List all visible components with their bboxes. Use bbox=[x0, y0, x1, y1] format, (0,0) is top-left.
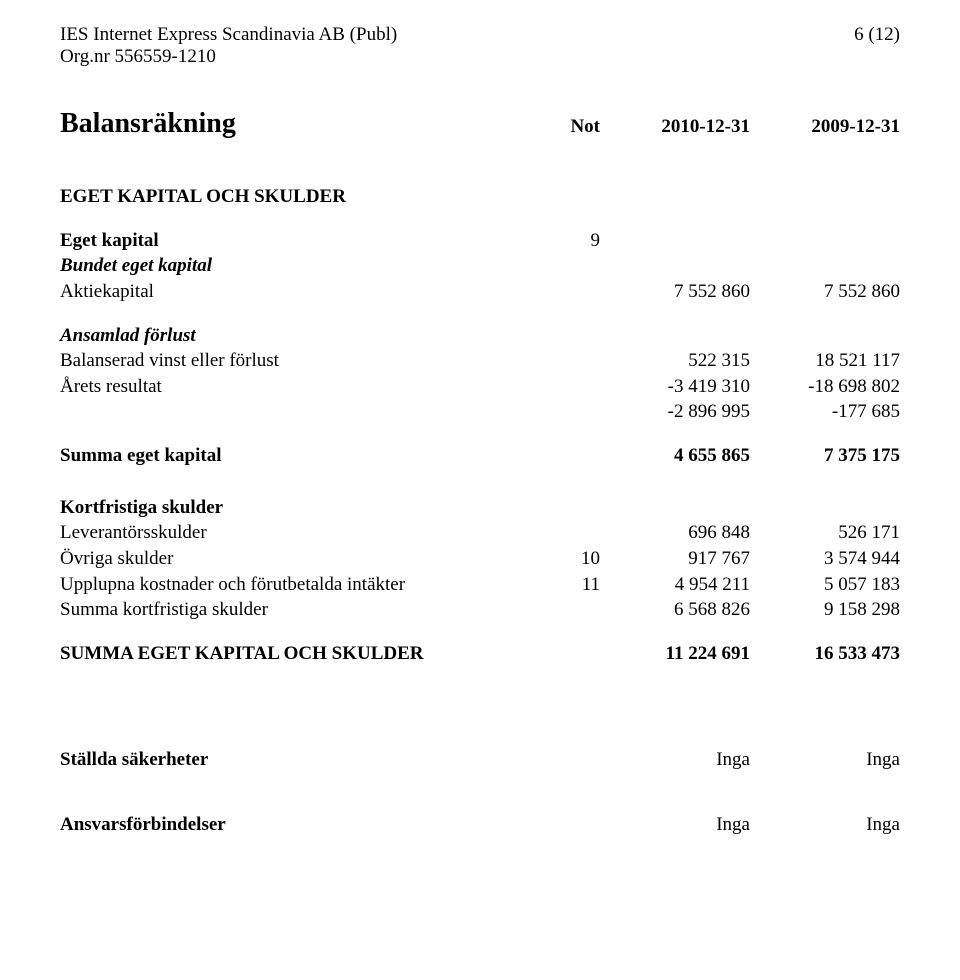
aktiekapital-row: Aktiekapital 7 552 860 7 552 860 bbox=[60, 279, 900, 305]
arets-v1: -3 419 310 bbox=[600, 374, 750, 400]
balanserad-row: Balanserad vinst eller förlust 522 315 1… bbox=[60, 348, 900, 374]
upplupna-v1: 4 954 211 bbox=[600, 572, 750, 598]
ansvar-v1: Inga bbox=[600, 812, 750, 838]
aktiekapital-v1: 7 552 860 bbox=[600, 279, 750, 305]
arets-label: Årets resultat bbox=[60, 374, 540, 400]
bundet-eget-kapital-heading: Bundet eget kapital bbox=[60, 253, 900, 279]
eget-kapital-heading-row: Eget kapital 9 bbox=[60, 228, 900, 254]
leverantor-row: Leverantörsskulder 696 848 526 171 bbox=[60, 520, 900, 546]
summa-skulder-row: SUMMA EGET KAPITAL OCH SKULDER 11 224 69… bbox=[60, 641, 900, 667]
summa-skulder-label: SUMMA EGET KAPITAL OCH SKULDER bbox=[60, 641, 540, 667]
leverantor-v2: 526 171 bbox=[750, 520, 900, 546]
kortfristiga-heading: Kortfristiga skulder bbox=[60, 495, 900, 521]
col-header-date1: 2010-12-31 bbox=[600, 116, 750, 138]
summa-kortfristiga-label: Summa kortfristiga skulder bbox=[60, 597, 540, 623]
page-number: 6 (12) bbox=[854, 24, 900, 46]
upplupna-label: Upplupna kostnader och förutbetalda intä… bbox=[60, 572, 540, 598]
balanserad-v1: 522 315 bbox=[600, 348, 750, 374]
page-header: IES Internet Express Scandinavia AB (Pub… bbox=[60, 24, 900, 68]
kortfristiga-heading-label: Kortfristiga skulder bbox=[60, 495, 900, 521]
ovriga-label: Övriga skulder bbox=[60, 546, 540, 572]
section-heading-label: EGET KAPITAL OCH SKULDER bbox=[60, 184, 900, 210]
balanserad-v2: 18 521 117 bbox=[750, 348, 900, 374]
aktiekapital-label: Aktiekapital bbox=[60, 279, 540, 305]
document-title: Balansräkning bbox=[60, 108, 540, 140]
summa-skulder-v2: 16 533 473 bbox=[750, 641, 900, 667]
ovriga-row: Övriga skulder 10 917 767 3 574 944 bbox=[60, 546, 900, 572]
eget-kapital-note: 9 bbox=[540, 228, 600, 254]
ansvar-v2: Inga bbox=[750, 812, 900, 838]
col-header-not: Not bbox=[540, 116, 600, 138]
title-row: Balansräkning Not 2010-12-31 2009-12-31 bbox=[60, 108, 900, 140]
summa-eget-v1: 4 655 865 bbox=[600, 443, 750, 469]
balanserad-label: Balanserad vinst eller förlust bbox=[60, 348, 540, 374]
eget-kapital-heading: Eget kapital bbox=[60, 228, 540, 254]
ovriga-v1: 917 767 bbox=[600, 546, 750, 572]
stallda-row: Ställda säkerheter Inga Inga bbox=[60, 747, 900, 773]
company-block: IES Internet Express Scandinavia AB (Pub… bbox=[60, 24, 397, 68]
section-eget-kapital-skulder: EGET KAPITAL OCH SKULDER Eget kapital 9 … bbox=[60, 184, 900, 838]
aktiekapital-v2: 7 552 860 bbox=[750, 279, 900, 305]
org-number: Org.nr 556559-1210 bbox=[60, 46, 397, 68]
summa-skulder-v1: 11 224 691 bbox=[600, 641, 750, 667]
subtotal-v1: -2 896 995 bbox=[600, 399, 750, 425]
page: IES Internet Express Scandinavia AB (Pub… bbox=[0, 0, 960, 862]
ansamlad-heading-label: Ansamlad förlust bbox=[60, 323, 900, 349]
summa-kortfristiga-row: Summa kortfristiga skulder 6 568 826 9 1… bbox=[60, 597, 900, 623]
upplupna-row: Upplupna kostnader och förutbetalda intä… bbox=[60, 572, 900, 598]
ansamlad-subtotal-row: -2 896 995 -177 685 bbox=[60, 399, 900, 425]
company-name: IES Internet Express Scandinavia AB (Pub… bbox=[60, 24, 397, 46]
ansvar-label: Ansvarsförbindelser bbox=[60, 812, 540, 838]
bundet-heading-label: Bundet eget kapital bbox=[60, 253, 900, 279]
summa-kortfristiga-v1: 6 568 826 bbox=[600, 597, 750, 623]
ovriga-v2: 3 574 944 bbox=[750, 546, 900, 572]
summa-kortfristiga-v2: 9 158 298 bbox=[750, 597, 900, 623]
leverantor-v1: 696 848 bbox=[600, 520, 750, 546]
ansvar-row: Ansvarsförbindelser Inga Inga bbox=[60, 812, 900, 838]
subtotal-v2: -177 685 bbox=[750, 399, 900, 425]
arets-resultat-row: Årets resultat -3 419 310 -18 698 802 bbox=[60, 374, 900, 400]
summa-eget-v2: 7 375 175 bbox=[750, 443, 900, 469]
col-header-date2: 2009-12-31 bbox=[750, 116, 900, 138]
summa-eget-kapital-row: Summa eget kapital 4 655 865 7 375 175 bbox=[60, 443, 900, 469]
arets-v2: -18 698 802 bbox=[750, 374, 900, 400]
leverantor-label: Leverantörsskulder bbox=[60, 520, 540, 546]
upplupna-v2: 5 057 183 bbox=[750, 572, 900, 598]
stallda-label: Ställda säkerheter bbox=[60, 747, 540, 773]
stallda-v2: Inga bbox=[750, 747, 900, 773]
ansamlad-forlust-heading: Ansamlad förlust bbox=[60, 323, 900, 349]
section-heading: EGET KAPITAL OCH SKULDER bbox=[60, 184, 900, 210]
upplupna-not: 11 bbox=[540, 572, 600, 598]
stallda-v1: Inga bbox=[600, 747, 750, 773]
summa-eget-label: Summa eget kapital bbox=[60, 443, 540, 469]
ovriga-not: 10 bbox=[540, 546, 600, 572]
